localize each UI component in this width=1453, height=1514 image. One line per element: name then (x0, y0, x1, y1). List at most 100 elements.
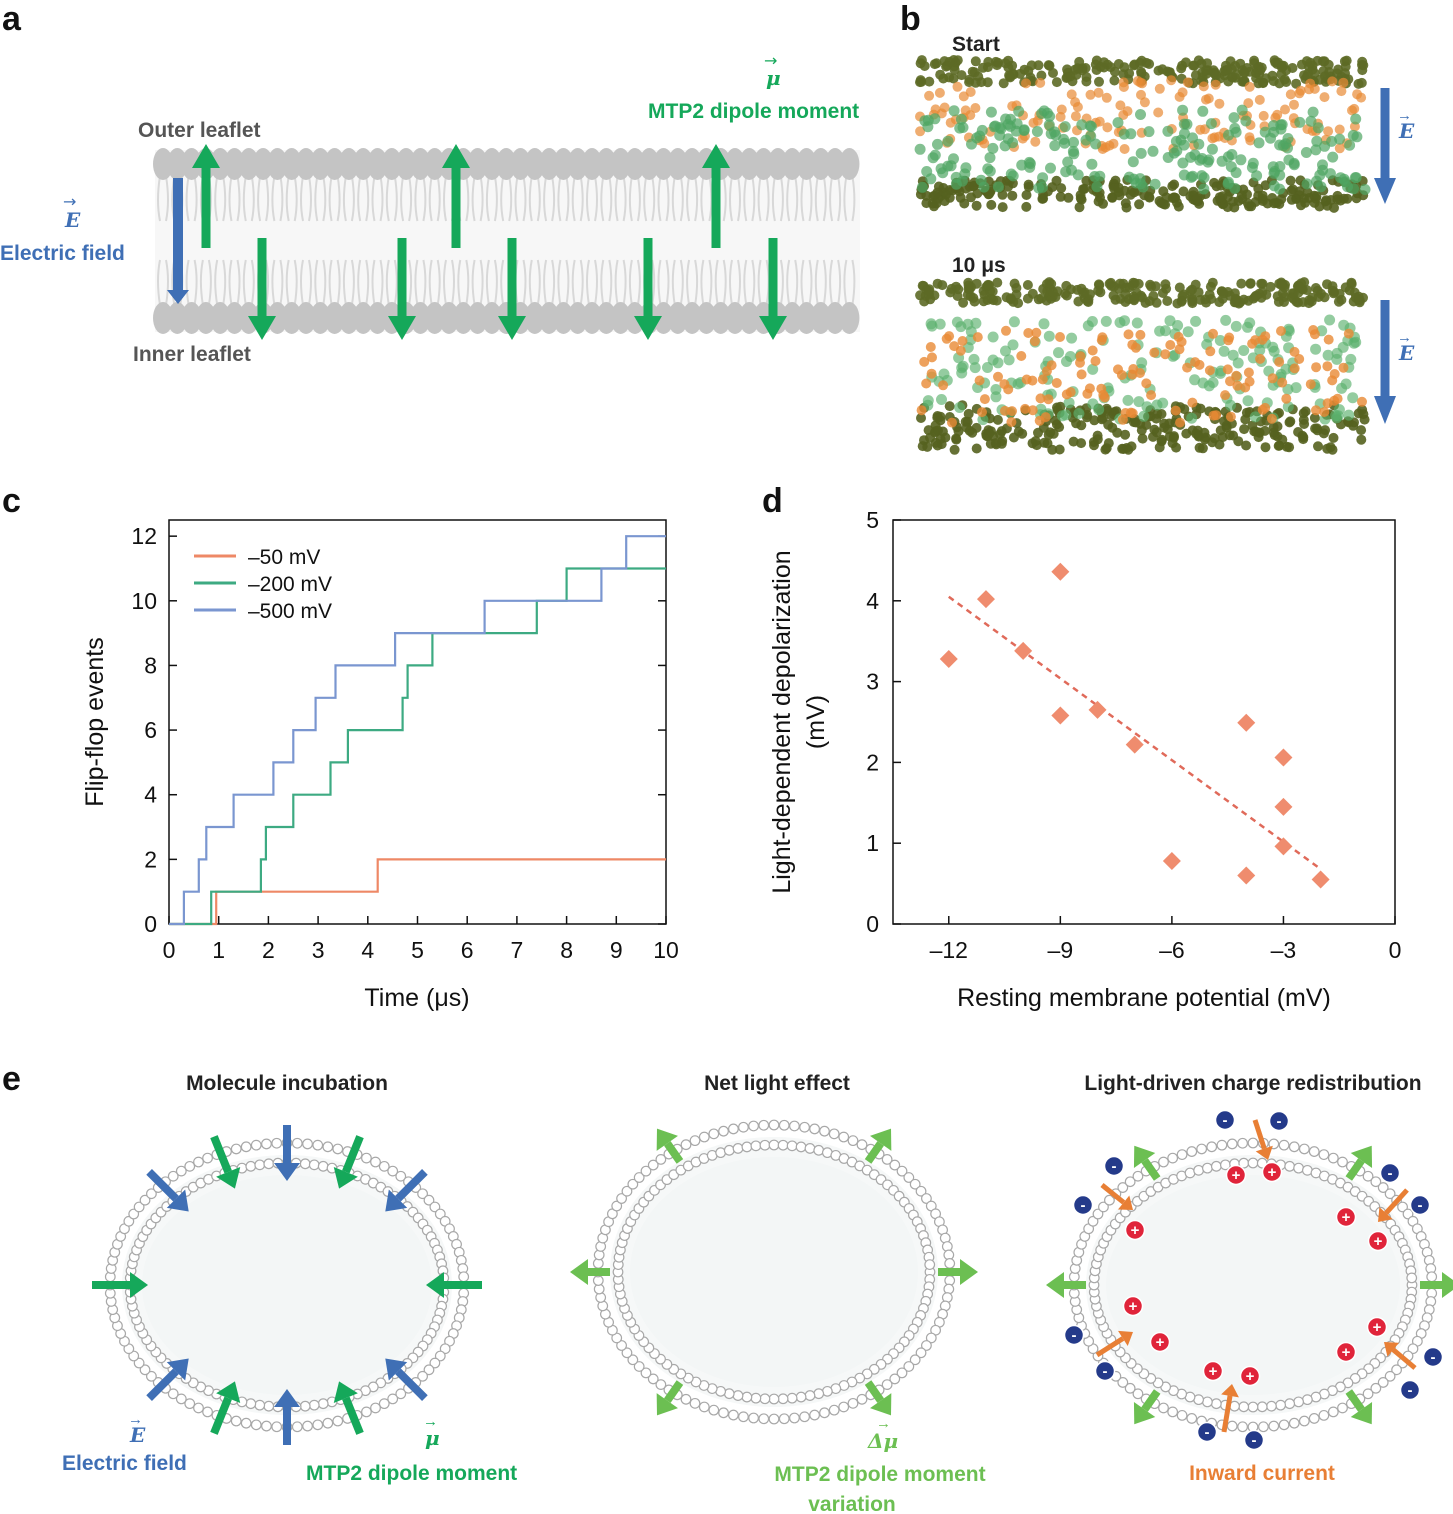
molecule-bead-green (1141, 401, 1153, 413)
molecule-bead-green (1068, 136, 1079, 148)
headgroup-bead (1286, 194, 1297, 205)
molecule-bead-green (1061, 356, 1072, 367)
lipid-head-outer (682, 148, 703, 180)
membrane-lipid (723, 1144, 735, 1156)
headgroup-bead (1193, 287, 1204, 298)
molecule-bead-green (1198, 183, 1210, 195)
headgroup-bead (1319, 292, 1330, 303)
membrane-lipid (1092, 1208, 1104, 1220)
molecule-bead-orange (974, 375, 985, 386)
molecule-bead-green (1274, 139, 1286, 151)
molecule-bead-orange (1357, 396, 1367, 407)
lipid-tail-outer (414, 175, 427, 222)
membrane-lipid (828, 1128, 840, 1140)
lipid-tail-outer (557, 175, 570, 222)
cation-sign: + (1232, 1167, 1241, 1184)
molecule-bead-orange (1266, 413, 1277, 424)
molecule-bead-orange (1243, 98, 1254, 109)
headgroup-bead (1065, 284, 1076, 295)
headgroup-bead (1285, 416, 1296, 427)
lipid-tail-outer (300, 175, 312, 222)
lipid-tail-inner (314, 259, 327, 306)
membrane-lipid (1237, 1421, 1248, 1433)
lipid-head-inner (281, 302, 302, 334)
headgroup-bead (1267, 193, 1278, 203)
lipid-head-outer (739, 148, 760, 180)
membrane-lipid (1210, 1398, 1222, 1410)
incubation-arrow-11-shaft (210, 1396, 232, 1435)
redistribution-arrow-4-shaft (1345, 1389, 1365, 1412)
molecule-bead-green (1339, 176, 1351, 188)
molecule-bead-green (1056, 410, 1068, 422)
headgroup-bead (1108, 290, 1119, 301)
membrane-lipid (317, 1160, 329, 1172)
headgroup-bead (1349, 287, 1360, 298)
headgroup-bead (1302, 187, 1313, 198)
molecule-bead-green (1310, 343, 1322, 355)
lipid-head-inner (739, 302, 760, 334)
lipid-tail-outer (214, 175, 227, 222)
headgroup-bead (1162, 296, 1173, 306)
incubation-arrow-6-shaft (210, 1135, 232, 1174)
membrane-lipid (909, 1178, 921, 1190)
headgroup-bead (1251, 290, 1261, 301)
lipid-head-inner (610, 302, 631, 334)
membrane-lipid (193, 1402, 204, 1414)
membrane-lipid (847, 1135, 859, 1147)
headgroup-bead (998, 78, 1009, 89)
membrane-lipid (795, 1141, 807, 1153)
lipid-head-outer (467, 148, 488, 180)
molecule-bead-green (992, 357, 1004, 369)
headgroup-bead (1276, 279, 1287, 290)
molecule-bead-orange (1336, 86, 1347, 97)
anion-sign: - (1103, 1363, 1108, 1380)
molecule-bead-green (1331, 353, 1343, 365)
headgroup-bead (1224, 430, 1235, 441)
headgroup-bead (963, 408, 974, 419)
lipid-head-inner (725, 302, 745, 334)
headgroup-bead (1151, 427, 1162, 438)
headgroup-bead (1292, 281, 1303, 292)
headgroup-bead (1238, 184, 1249, 195)
current-arrow-0-shaft (1252, 1119, 1267, 1150)
c-xtick-label: 7 (511, 937, 524, 963)
membrane-lipid (133, 1357, 145, 1369)
membrane-lipid (1167, 1406, 1179, 1418)
headgroup-bead (1072, 63, 1083, 74)
headgroup-bead (1117, 443, 1128, 454)
headgroup-bead (1233, 436, 1244, 447)
molecule-bead-orange (1334, 124, 1345, 135)
molecule-bead-orange (1311, 405, 1321, 416)
lipid-tail-outer (614, 175, 627, 222)
lipid-head-outer (767, 148, 788, 180)
lipid-head-outer (510, 148, 531, 180)
lipid-tail-outer (285, 175, 298, 222)
lipid-head-inner (553, 302, 574, 334)
panel-label-b: b (900, 0, 921, 38)
headgroup-bead (1313, 441, 1323, 452)
membrane-lipid (647, 1373, 659, 1385)
membrane-lipid (611, 1200, 623, 1212)
molecule-bead-orange (1176, 336, 1187, 347)
membrane-lipid (728, 1123, 739, 1135)
headgroup-bead (1125, 189, 1136, 200)
membrane-lipid (819, 1125, 830, 1137)
cation-sign: + (1246, 1368, 1255, 1385)
membrane-lipid (621, 1347, 633, 1359)
molecule-bead-orange (1001, 325, 1011, 336)
molecule-bead-green (1305, 115, 1317, 127)
cation-sign: + (1156, 1334, 1165, 1351)
headgroup-bead (1193, 55, 1204, 66)
headgroup-bead (1015, 68, 1026, 79)
molecule-bead-orange (1319, 407, 1330, 417)
anion-icon (1072, 1194, 1094, 1216)
membrane-lipid (1124, 1176, 1136, 1188)
headgroup-bead (1357, 59, 1367, 70)
lipid-tail-inner (729, 259, 741, 306)
lipid-tail-outer (514, 175, 527, 222)
molecule-bead-green (1216, 155, 1228, 167)
headgroup-bead (997, 189, 1008, 200)
molecule-bead-green (1268, 345, 1280, 357)
molecule-bead-green (1012, 378, 1024, 390)
anion-icon (1094, 1360, 1116, 1382)
